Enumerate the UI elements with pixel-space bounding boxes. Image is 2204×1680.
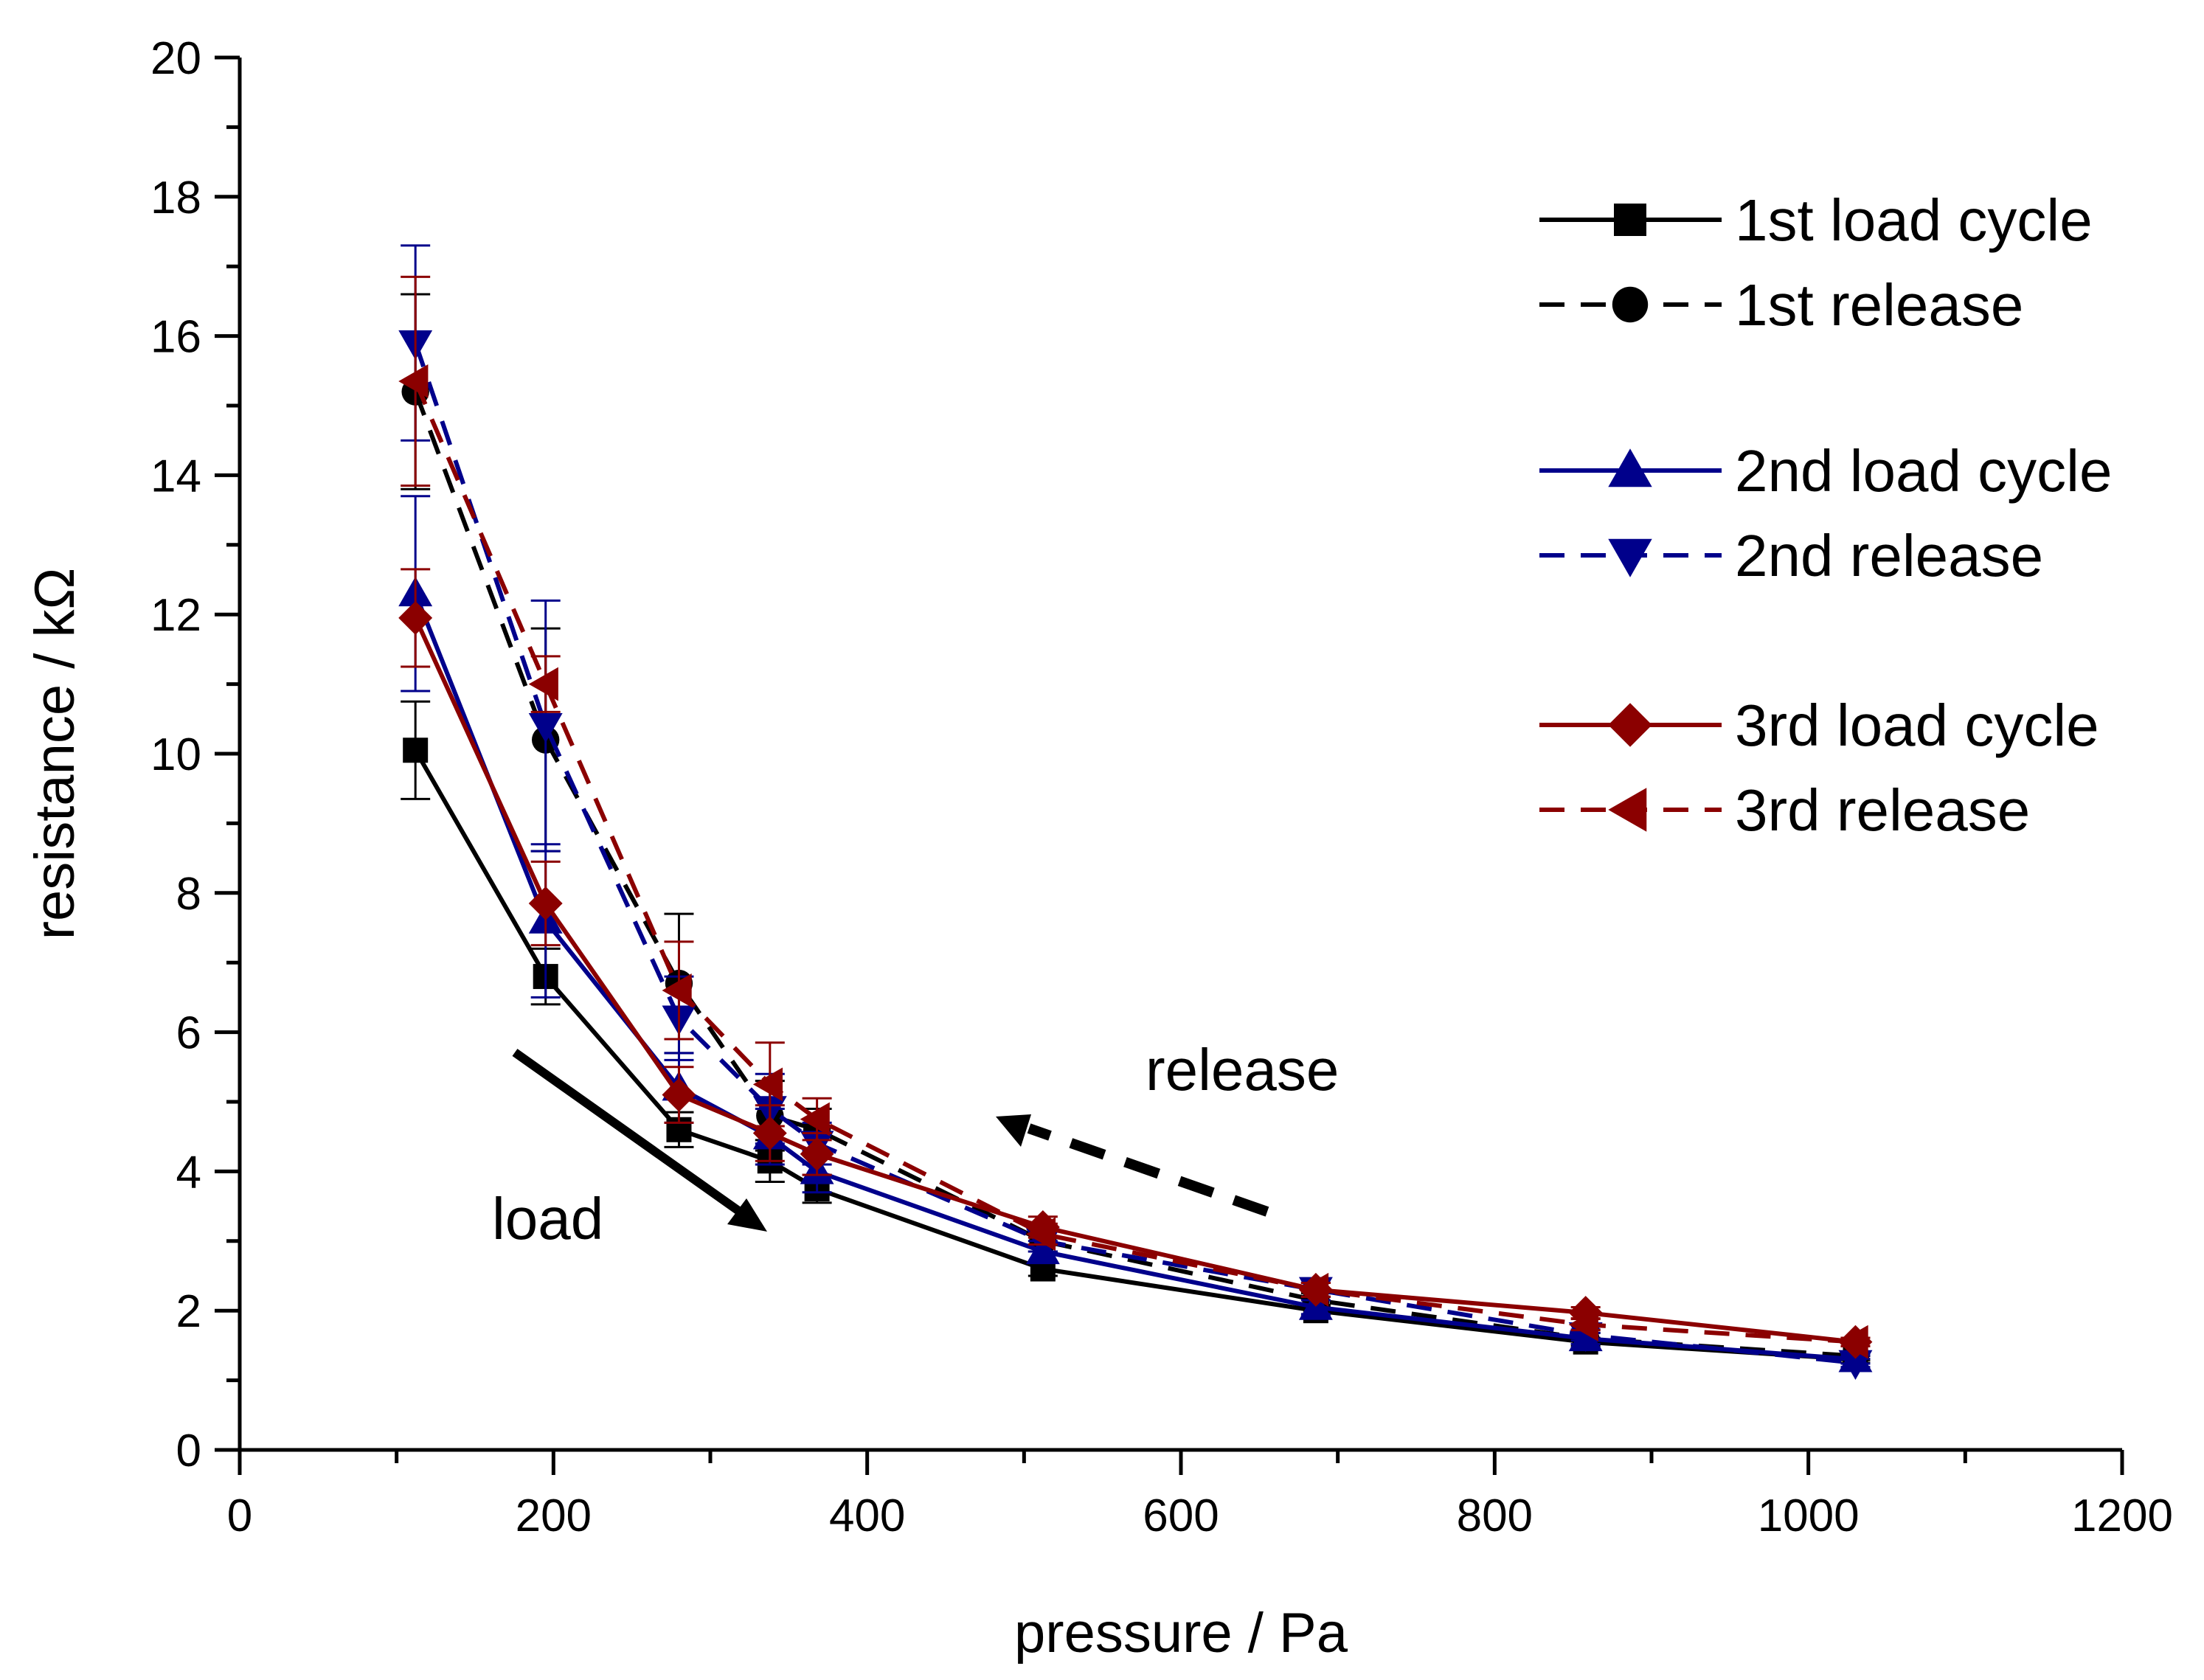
load-annotation: load — [492, 1186, 603, 1252]
release-annotation: release — [1146, 1037, 1339, 1103]
y-tick-label: 6 — [176, 1008, 201, 1059]
legend-marker-icon — [1608, 788, 1647, 832]
legend: 1st load cycle 1st release 2nd load cycle 2… — [1539, 187, 2112, 843]
data-point — [403, 737, 429, 763]
y-tick-label: 0 — [176, 1426, 201, 1476]
data-point — [1838, 1350, 1873, 1380]
y-tick-label: 10 — [150, 729, 201, 780]
legend-marker-icon — [1614, 204, 1646, 236]
data-point — [662, 1077, 696, 1112]
series-3 — [398, 495, 1873, 1372]
y-tick-label: 4 — [176, 1147, 201, 1198]
data-point — [800, 1136, 834, 1171]
legend-item: 1st release — [1539, 272, 2023, 338]
legend-label: 2nd release — [1735, 523, 2043, 589]
series-line — [413, 391, 1856, 1358]
legend-marker-icon — [1608, 538, 1652, 577]
y-tick-label: 18 — [150, 173, 201, 223]
x-tick-label: 400 — [829, 1490, 905, 1541]
y-tick-label: 16 — [150, 312, 201, 363]
data-point — [398, 364, 429, 398]
legend-item: 3rd release — [1539, 777, 2030, 843]
legend-label: 1st release — [1735, 272, 2023, 338]
legend-label: 3rd load cycle — [1735, 693, 2099, 758]
series-line — [413, 342, 1856, 1365]
plot-area — [398, 244, 1873, 1380]
series-4 — [398, 244, 1873, 1380]
x-ticks: 0 200 400 600 800 1000 1200 — [227, 1450, 2173, 1541]
annotations: load release — [492, 1037, 1339, 1252]
series-2 — [401, 293, 1871, 1370]
y-tick-label: 12 — [150, 590, 201, 641]
y-ticks: 0 2 4 6 8 10 12 14 16 18 20 — [150, 33, 240, 1476]
data-point — [398, 600, 433, 635]
x-tick-label: 1000 — [1758, 1490, 1860, 1541]
x-tick-label: 800 — [1457, 1490, 1533, 1541]
y-tick-label: 8 — [176, 869, 201, 920]
x-tick-label: 200 — [516, 1490, 592, 1541]
legend-marker-icon — [1608, 448, 1652, 487]
legend-marker-icon — [1612, 286, 1649, 323]
axes: 0 2 4 6 8 10 12 14 16 18 20 0 200 400 600 800 1000 1200 — [150, 33, 2173, 1541]
legend-label: 2nd load cycle — [1735, 438, 2112, 504]
data-point — [1025, 1217, 1056, 1252]
data-point — [1568, 1308, 1598, 1342]
y-tick-label: 14 — [150, 451, 201, 501]
y-tick-label: 2 — [176, 1286, 201, 1337]
data-point — [1298, 1272, 1329, 1307]
data-point — [752, 1116, 787, 1150]
legend-label: 1st load cycle — [1735, 187, 2093, 253]
series-line — [413, 592, 1856, 1362]
release-arrow — [1027, 1123, 1269, 1217]
legend-label: 3rd release — [1735, 777, 2030, 843]
data-point — [752, 1067, 783, 1102]
x-tick-label: 600 — [1143, 1490, 1219, 1541]
legend-item: 1st load cycle — [1539, 187, 2093, 253]
series-line — [413, 380, 1856, 1344]
load-arrow-head-icon — [727, 1198, 767, 1232]
load-arrow — [512, 1049, 748, 1219]
legend-item: 3rd load cycle — [1539, 693, 2099, 758]
data-point — [800, 1102, 830, 1136]
x-tick-label: 1200 — [2071, 1490, 2173, 1541]
data-point — [1838, 1325, 1868, 1359]
y-tick-label: 20 — [150, 33, 201, 84]
legend-item: 2nd load cycle — [1539, 438, 2112, 504]
legend-marker-icon — [1608, 703, 1652, 747]
legend-item: 2nd release — [1539, 523, 2043, 589]
data-point — [528, 886, 563, 920]
series-line — [413, 749, 1856, 1362]
y-axis-title: resistance / kΩ — [24, 568, 86, 940]
data-point — [528, 713, 563, 743]
data-point — [528, 667, 558, 701]
x-axis-title: pressure / Pa — [1014, 1602, 1348, 1665]
release-arrow-head-icon — [996, 1114, 1031, 1147]
series-5 — [398, 568, 1873, 1359]
x-tick-label: 0 — [227, 1490, 252, 1541]
series-6 — [398, 275, 1871, 1359]
data-point — [662, 973, 692, 1007]
